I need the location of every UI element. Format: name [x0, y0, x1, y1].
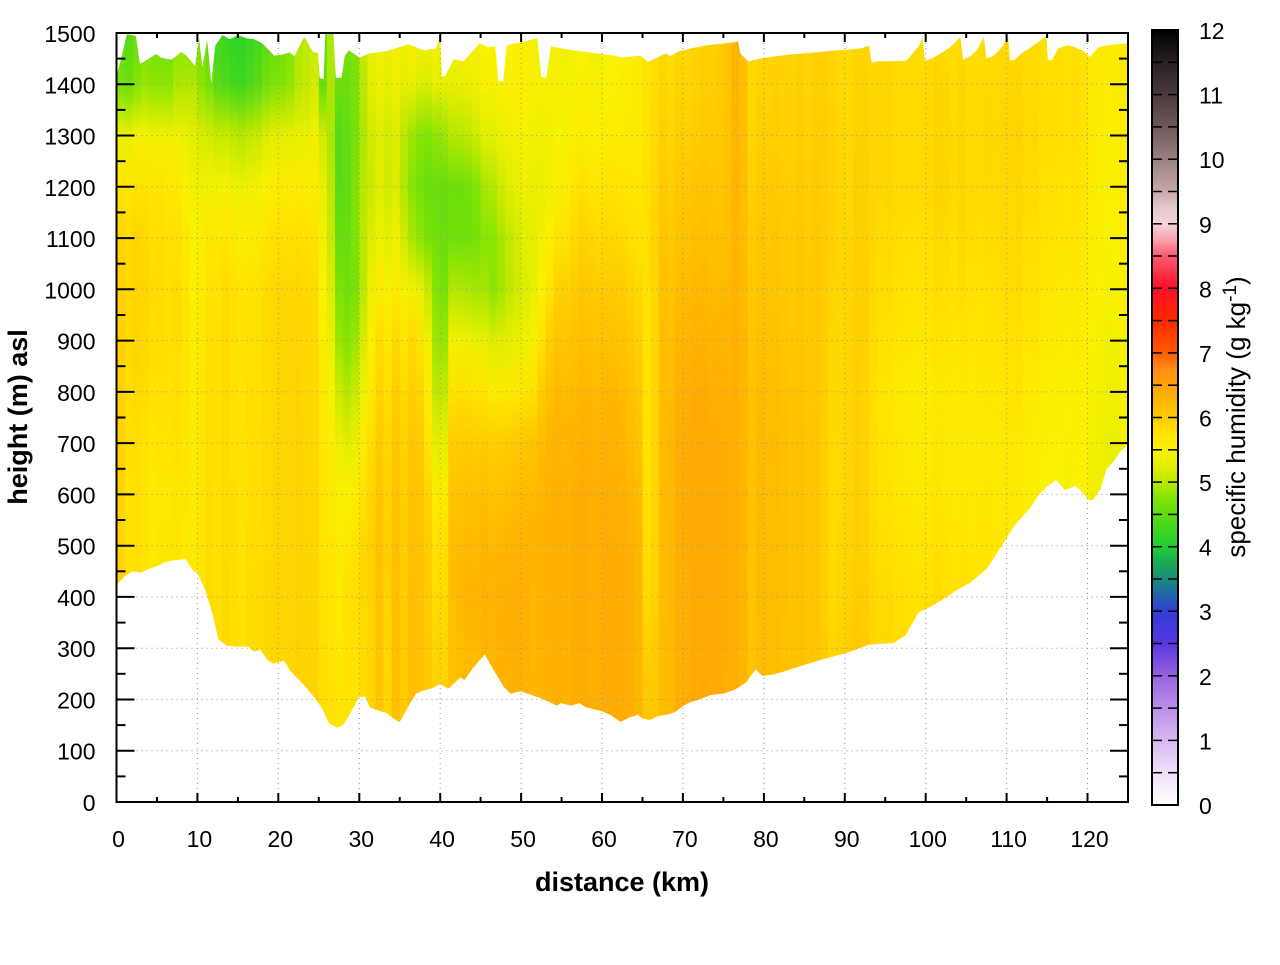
svg-text:400: 400 — [57, 585, 95, 611]
svg-text:1500: 1500 — [44, 21, 95, 47]
svg-text:1000: 1000 — [44, 277, 95, 303]
svg-text:50: 50 — [510, 826, 536, 852]
svg-text:3: 3 — [1199, 599, 1212, 625]
svg-text:500: 500 — [57, 534, 95, 560]
svg-text:1300: 1300 — [44, 124, 95, 150]
svg-text:30: 30 — [349, 826, 375, 852]
svg-text:6: 6 — [1199, 406, 1212, 432]
svg-text:8: 8 — [1199, 276, 1212, 302]
svg-text:10: 10 — [1199, 147, 1225, 173]
svg-text:1200: 1200 — [44, 175, 95, 201]
svg-text:900: 900 — [57, 329, 95, 355]
svg-text:100: 100 — [57, 739, 95, 765]
svg-text:120: 120 — [1070, 826, 1108, 852]
svg-text:12: 12 — [1199, 18, 1225, 44]
svg-text:11: 11 — [1199, 83, 1223, 109]
svg-text:20: 20 — [268, 826, 294, 852]
svg-text:110: 110 — [990, 826, 1027, 852]
svg-text:300: 300 — [57, 636, 95, 662]
svg-text:0: 0 — [1199, 793, 1212, 819]
svg-text:2: 2 — [1199, 664, 1212, 690]
svg-text:60: 60 — [591, 826, 617, 852]
svg-text:9: 9 — [1199, 212, 1212, 238]
svg-text:0: 0 — [112, 826, 125, 852]
svg-text:4: 4 — [1199, 535, 1212, 561]
svg-text:specific humidity (g kg-1): specific humidity (g kg-1) — [1220, 276, 1251, 557]
svg-text:5: 5 — [1199, 470, 1212, 496]
svg-text:90: 90 — [834, 826, 860, 852]
svg-text:7: 7 — [1199, 341, 1212, 367]
svg-text:70: 70 — [672, 826, 698, 852]
svg-text:1100: 1100 — [46, 226, 95, 252]
svg-text:200: 200 — [57, 688, 95, 714]
svg-text:10: 10 — [187, 826, 213, 852]
svg-text:600: 600 — [57, 482, 95, 508]
svg-text:700: 700 — [57, 431, 95, 457]
svg-text:1: 1 — [1199, 728, 1212, 754]
svg-text:40: 40 — [429, 826, 455, 852]
svg-text:0: 0 — [83, 790, 96, 816]
svg-text:80: 80 — [753, 826, 779, 852]
svg-text:1400: 1400 — [44, 72, 95, 98]
svg-text:distance (km): distance (km) — [535, 867, 709, 897]
svg-text:height (m) asl: height (m) asl — [3, 329, 33, 505]
svg-text:800: 800 — [57, 380, 95, 406]
svg-text:100: 100 — [909, 826, 947, 852]
